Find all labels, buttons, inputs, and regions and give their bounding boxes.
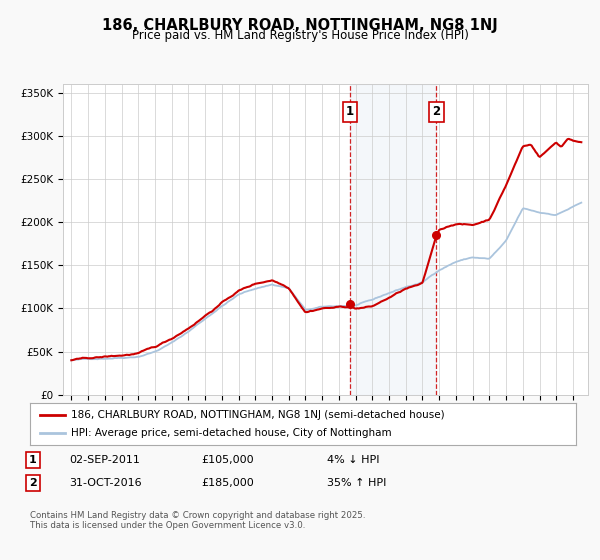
Text: 186, CHARLBURY ROAD, NOTTINGHAM, NG8 1NJ: 186, CHARLBURY ROAD, NOTTINGHAM, NG8 1NJ xyxy=(102,18,498,33)
Text: HPI: Average price, semi-detached house, City of Nottingham: HPI: Average price, semi-detached house,… xyxy=(71,428,392,438)
Text: 186, CHARLBURY ROAD, NOTTINGHAM, NG8 1NJ (semi-detached house): 186, CHARLBURY ROAD, NOTTINGHAM, NG8 1NJ… xyxy=(71,410,445,420)
Text: £105,000: £105,000 xyxy=(201,455,254,465)
Text: Price paid vs. HM Land Registry's House Price Index (HPI): Price paid vs. HM Land Registry's House … xyxy=(131,29,469,42)
Text: 35% ↑ HPI: 35% ↑ HPI xyxy=(327,478,386,488)
Text: £185,000: £185,000 xyxy=(201,478,254,488)
Text: 2: 2 xyxy=(29,478,37,488)
Text: 31-OCT-2016: 31-OCT-2016 xyxy=(69,478,142,488)
Bar xyxy=(350,84,436,395)
Text: 4% ↓ HPI: 4% ↓ HPI xyxy=(327,455,380,465)
Text: 1: 1 xyxy=(346,105,354,119)
Text: Contains HM Land Registry data © Crown copyright and database right 2025.
This d: Contains HM Land Registry data © Crown c… xyxy=(30,511,365,530)
Text: 02-SEP-2011: 02-SEP-2011 xyxy=(69,455,140,465)
Text: 1: 1 xyxy=(29,455,37,465)
Text: 2: 2 xyxy=(432,105,440,119)
